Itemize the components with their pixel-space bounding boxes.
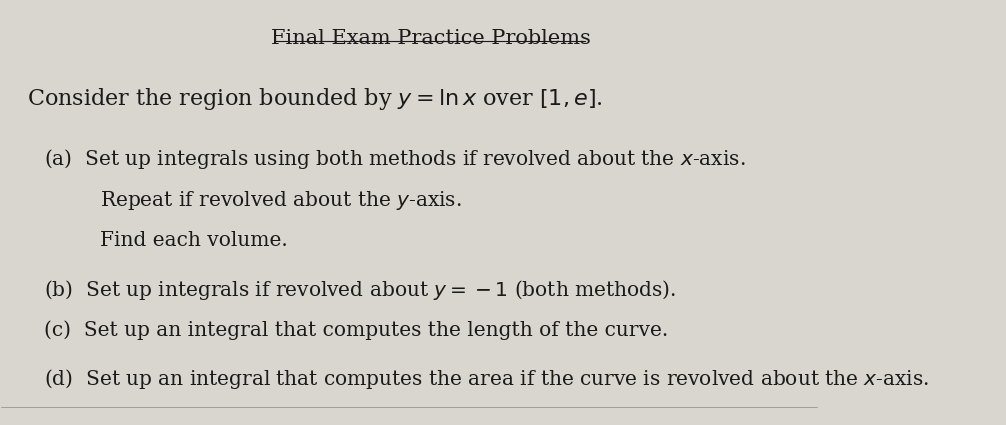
Text: (d)  Set up an integral that computes the area if the curve is revolved about th: (d) Set up an integral that computes the… bbox=[44, 367, 930, 391]
Text: Final Exam Practice Problems: Final Exam Practice Problems bbox=[271, 29, 591, 48]
Text: Consider the region bounded by $y = \ln x$ over $[1, e]$.: Consider the region bounded by $y = \ln … bbox=[27, 86, 603, 112]
Text: Find each volume.: Find each volume. bbox=[101, 232, 288, 250]
Text: (c)  Set up an integral that computes the length of the curve.: (c) Set up an integral that computes the… bbox=[44, 320, 669, 340]
Text: (a)  Set up integrals using both methods if revolved about the $x$-axis.: (a) Set up integrals using both methods … bbox=[44, 147, 745, 171]
Text: (b)  Set up integrals if revolved about $y = -1$ (both methods).: (b) Set up integrals if revolved about $… bbox=[44, 278, 676, 302]
Text: Repeat if revolved about the $y$-axis.: Repeat if revolved about the $y$-axis. bbox=[101, 189, 462, 212]
